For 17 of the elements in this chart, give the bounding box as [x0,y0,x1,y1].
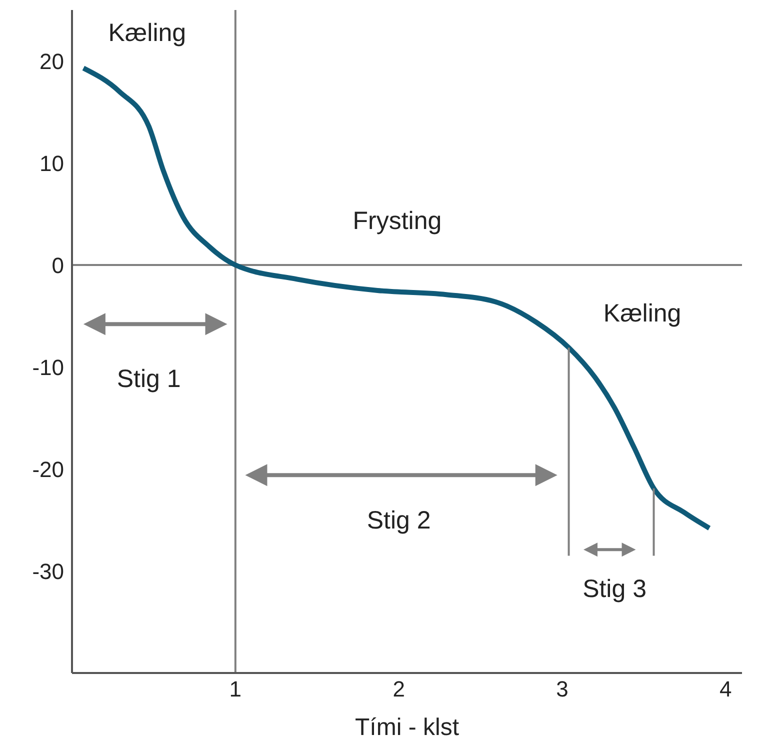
x-tick-label: 1 [229,676,242,702]
y-tick-label: -20 [32,456,64,482]
y-tick-label: 20 [40,48,64,74]
x-tick-label: 4 [720,676,732,702]
annotation: Frysting [352,206,442,235]
x-tick-label: 2 [392,676,405,702]
y-tick-label: 0 [52,252,64,278]
x-tick-label: 3 [556,676,568,702]
y-tick-label: -30 [32,558,64,584]
annotation: Stig 3 [582,574,647,603]
annotation: Kæling [108,19,186,48]
x-axis-title: Tími - klst [355,714,460,741]
annotation: Kæling [603,300,682,328]
y-tick-label: 10 [40,150,64,176]
y-tick-label: -10 [32,354,64,380]
annotation: Stig 1 [116,364,181,393]
annotation: Stig 2 [366,506,431,535]
